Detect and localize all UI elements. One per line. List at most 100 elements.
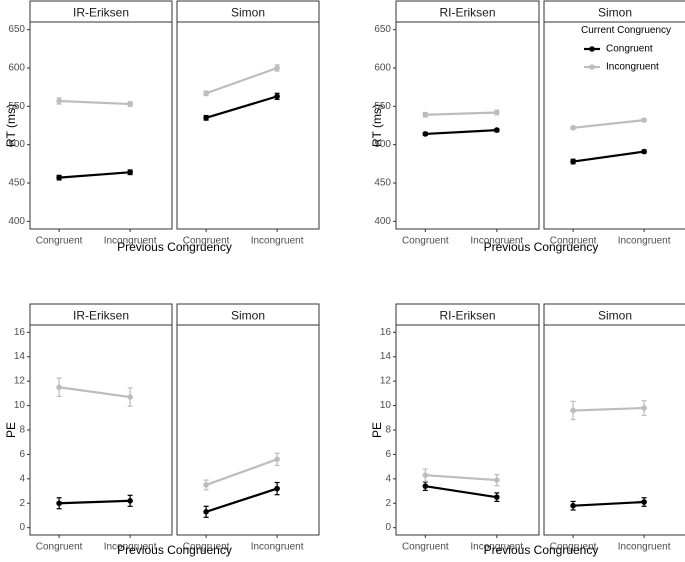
- series-congruent: [422, 481, 500, 503]
- plot-frame: [395, 21, 540, 230]
- plot-frame: [543, 21, 685, 230]
- legend-label: Congruent: [606, 44, 653, 55]
- y-tick-label: 400: [8, 216, 25, 227]
- series-congruent: [570, 148, 647, 165]
- data-point: [494, 477, 500, 483]
- data-point: [570, 502, 576, 509]
- x-axis-title: Previous Congruency: [484, 240, 599, 254]
- data-point: [203, 509, 209, 515]
- x-tick-label: Incongruent: [618, 542, 671, 553]
- panel-simon: Simon Congruent Incongruent: [176, 0, 320, 247]
- series-line: [205, 95, 278, 119]
- series-line: [572, 150, 645, 163]
- panel-title: IR-Eriksen: [73, 6, 129, 20]
- x-tick-label: Incongruent: [618, 236, 671, 247]
- panel-simon: Simon Congruent Incongruent: [543, 0, 685, 247]
- y-tick-label: 6: [385, 449, 391, 460]
- data-point: [274, 93, 280, 100]
- y-tick-label: 4: [385, 473, 391, 484]
- series-congruent: [203, 92, 280, 121]
- data-point: [127, 498, 133, 504]
- data-point: [570, 407, 576, 414]
- x-tick-label: Congruent: [402, 542, 449, 553]
- y-axis-title: PE: [4, 422, 18, 438]
- series-congruent: [422, 127, 500, 137]
- data-point: [422, 111, 429, 118]
- plot-frame: [176, 324, 320, 536]
- data-point: [274, 65, 280, 71]
- series-incongruent: [570, 117, 647, 131]
- y-tick-label: 600: [8, 63, 25, 74]
- x-tick-label: Congruent: [550, 542, 597, 553]
- legend-key-point: [589, 64, 595, 70]
- series-incongruent: [570, 400, 647, 421]
- series-incongruent: [203, 64, 280, 97]
- data-point: [274, 456, 280, 463]
- y-tick-label: 10: [380, 400, 392, 411]
- x-tick-label: Congruent: [550, 236, 597, 247]
- y-tick-label: 500: [374, 139, 391, 150]
- series-line: [425, 129, 497, 136]
- y-tick-label: 2: [19, 498, 25, 509]
- series-line: [59, 99, 131, 106]
- x-tick-label: Incongruent: [470, 542, 523, 553]
- y-axis-title: RT (ms): [4, 104, 18, 147]
- x-tick-label: Incongruent: [251, 236, 304, 247]
- panel-title: Simon: [598, 309, 632, 323]
- series-incongruent: [422, 468, 500, 487]
- y-tick-label: 14: [380, 351, 392, 362]
- data-point: [127, 169, 133, 176]
- y-tick-label: 16: [14, 327, 26, 338]
- data-point: [203, 482, 209, 488]
- data-point: [56, 98, 62, 104]
- series-incongruent: [422, 109, 500, 118]
- legend-title: Current Congruency: [581, 25, 671, 36]
- chart-1: RT (ms) 400 450 500 550 600 650 IR-Eriksen Congr…: [4, 0, 320, 254]
- data-point: [56, 174, 62, 181]
- plot-frame: [543, 324, 685, 536]
- data-point: [494, 494, 500, 500]
- y-tick-label: 10: [14, 400, 26, 411]
- data-point: [641, 405, 647, 411]
- data-point: [641, 117, 647, 123]
- panel-simon: Simon Congruent Incongruent: [543, 303, 685, 553]
- data-point: [494, 109, 500, 116]
- legend-key-point: [589, 46, 595, 52]
- data-point: [203, 115, 209, 121]
- data-point: [127, 394, 133, 400]
- y-tick-label: 12: [380, 376, 392, 387]
- chart-3: PE 0 2 4 6 8 10 12 14 16 IR-Eriksen Congruent Incong…: [4, 303, 320, 557]
- data-point: [641, 148, 647, 155]
- series-line: [573, 406, 645, 412]
- y-tick-label: 6: [19, 449, 25, 460]
- y-tick-label: 450: [8, 178, 25, 189]
- y-tick-label: 14: [14, 351, 26, 362]
- panel-ir-eriksen: IR-Eriksen Congruent Incongruent: [29, 303, 173, 553]
- panel-title: RI-Eriksen: [439, 309, 495, 323]
- panel-title: IR-Eriksen: [73, 309, 129, 323]
- y-tick-label: 8: [385, 425, 391, 436]
- panel-ri-eriksen: RI-Eriksen Congruent Incongruent: [395, 0, 540, 247]
- legend-label: Incongruent: [606, 62, 659, 73]
- x-tick-label: Congruent: [183, 542, 230, 553]
- y-tick-label: 600: [374, 63, 391, 74]
- series-congruent: [570, 497, 647, 511]
- x-tick-label: Incongruent: [470, 236, 523, 247]
- y-tick-label: 2: [385, 498, 391, 509]
- plot-frame: [395, 324, 540, 536]
- legend: Current Congruency Congruent Incongruent: [581, 25, 671, 73]
- panel-title: Simon: [231, 309, 265, 323]
- y-tick-label: 550: [374, 101, 391, 112]
- series-line: [425, 111, 497, 116]
- data-point: [641, 499, 647, 505]
- data-point: [422, 131, 429, 137]
- data-point: [570, 158, 576, 165]
- series-line: [59, 171, 131, 179]
- plot-frame: [29, 324, 173, 536]
- y-tick-label: 4: [19, 473, 25, 484]
- x-tick-label: Congruent: [183, 236, 230, 247]
- series-incongruent: [56, 377, 133, 407]
- data-point: [127, 101, 133, 107]
- data-point: [56, 384, 62, 391]
- y-tick-label: 400: [374, 216, 391, 227]
